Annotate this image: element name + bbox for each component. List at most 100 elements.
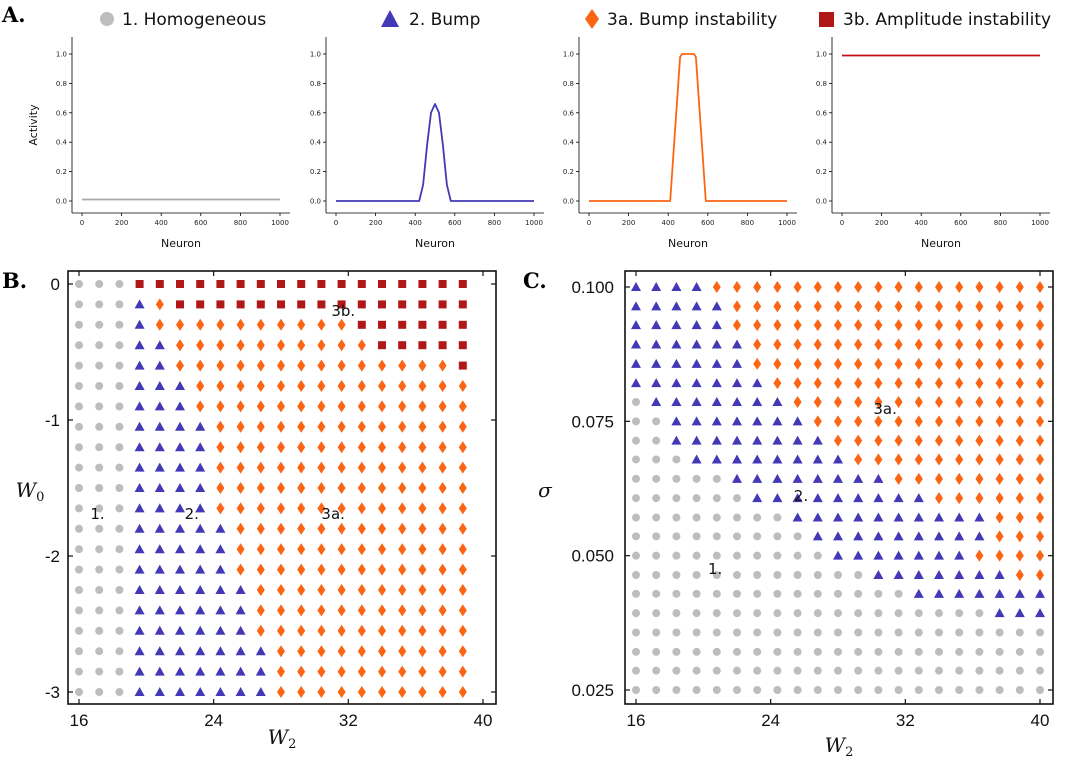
- marker-bump-instability: [955, 300, 964, 313]
- marker-homogeneous: [95, 300, 104, 309]
- marker-bump-instability: [995, 434, 1004, 447]
- marker-homogeneous: [115, 361, 124, 370]
- marker-bump-instability: [236, 461, 245, 474]
- marker-bump-instability: [854, 377, 863, 390]
- marker-homogeneous: [95, 320, 104, 329]
- marker-bump-instability: [753, 319, 762, 332]
- marker-bump: [134, 564, 145, 574]
- marker-bump: [631, 282, 641, 291]
- marker-homogeneous: [75, 320, 83, 329]
- marker-bump-instability: [995, 319, 1004, 332]
- marker-bump: [732, 454, 742, 464]
- marker-homogeneous: [632, 551, 640, 560]
- y-tick-label: 0.6: [563, 109, 575, 117]
- marker-bump: [833, 473, 843, 483]
- marker-bump-instability: [995, 377, 1004, 390]
- marker-bump: [772, 416, 783, 426]
- marker-amplitude-instability: [155, 280, 164, 288]
- marker-bump-instability: [975, 492, 984, 505]
- marker-bump-instability: [753, 281, 762, 293]
- marker-bump-instability: [378, 645, 386, 658]
- marker-homogeneous: [95, 443, 104, 452]
- marker-homogeneous: [75, 341, 83, 350]
- marker-bump: [215, 666, 226, 676]
- x-tick-label: 16: [70, 711, 89, 730]
- marker-bump-instability: [378, 624, 386, 637]
- marker-amplitude-instability: [337, 280, 346, 288]
- marker-bump-instability: [438, 543, 447, 556]
- marker-bump-instability: [357, 522, 366, 535]
- marker-homogeneous: [894, 609, 903, 618]
- x-tick-label: 800: [994, 219, 1007, 227]
- marker-amplitude-instability: [438, 320, 447, 329]
- marker-bump-instability: [236, 441, 245, 454]
- marker-bump: [215, 564, 226, 574]
- marker-bump-instability: [337, 359, 346, 372]
- marker-homogeneous: [632, 532, 640, 541]
- marker-bump-instability: [398, 380, 407, 392]
- marker-bump-instability: [955, 492, 964, 505]
- marker-homogeneous: [692, 628, 701, 637]
- marker-bump-instability: [337, 441, 346, 454]
- marker-homogeneous: [733, 666, 741, 675]
- x-tick-label: 1000: [1031, 219, 1049, 227]
- marker-bump-instability: [337, 522, 346, 535]
- marker-bump-instability: [277, 604, 285, 617]
- x-tick-label: 24: [204, 711, 223, 730]
- marker-homogeneous: [1036, 666, 1044, 675]
- y-tick-label: 0.2: [56, 168, 67, 176]
- marker-bump: [954, 512, 965, 522]
- marker-bump-instability: [458, 665, 467, 678]
- marker-homogeneous: [692, 532, 701, 541]
- marker-bump: [732, 339, 742, 349]
- marker-bump: [154, 646, 165, 656]
- marker-bump: [175, 503, 185, 513]
- y-tick-label: -1: [45, 411, 60, 430]
- marker-bump-instability: [955, 434, 964, 447]
- marker-bump: [175, 687, 185, 696]
- marker-amplitude-instability: [398, 320, 407, 329]
- marker-bump: [934, 588, 944, 598]
- marker-homogeneous: [75, 484, 83, 492]
- marker-bump-instability: [975, 377, 984, 390]
- marker-bump-instability: [236, 380, 245, 392]
- marker-bump: [651, 378, 662, 388]
- marker-bump-instability: [955, 395, 964, 408]
- marker-homogeneous: [854, 628, 863, 637]
- marker-homogeneous: [854, 571, 863, 580]
- marker-bump-instability: [438, 686, 447, 698]
- marker-homogeneous: [712, 571, 721, 580]
- y-tick-label: 0.4: [310, 139, 322, 147]
- x-tick-label: 0: [334, 219, 338, 227]
- marker-bump-instability: [995, 511, 1004, 524]
- x-tick-label: 0: [587, 219, 591, 227]
- marker-amplitude-instability: [418, 300, 427, 309]
- marker-bump-instability: [813, 415, 822, 428]
- marker-homogeneous: [115, 504, 124, 513]
- marker-bump-instability: [398, 624, 407, 637]
- marker-bump-instability: [1015, 472, 1024, 485]
- marker-bump: [195, 646, 206, 656]
- marker-bump-instability: [438, 645, 447, 658]
- marker-bump: [215, 625, 226, 635]
- marker-amplitude-instability: [378, 300, 386, 309]
- marker-bump-instability: [277, 584, 285, 596]
- marker-bump-instability: [894, 415, 903, 428]
- marker-homogeneous: [115, 545, 124, 554]
- x-axis-label: W2: [268, 725, 297, 752]
- marker-bump: [154, 483, 165, 492]
- marker-amplitude-instability: [176, 280, 184, 288]
- marker-bump-instability: [196, 380, 205, 392]
- legend-label-amplitude-instability: 3b. Amplitude instability: [843, 10, 1051, 30]
- marker-bump-instability: [196, 400, 205, 413]
- marker-bump-instability: [216, 380, 225, 392]
- marker-amplitude-instability: [196, 300, 205, 309]
- y-tick-label: 0.8: [816, 80, 827, 88]
- marker-bump-instability: [277, 482, 285, 494]
- marker-bump: [873, 570, 884, 580]
- marker-bump-instability: [297, 645, 306, 658]
- marker-bump: [175, 401, 185, 411]
- panel-label-a: A.: [1, 2, 26, 27]
- marker-bump-instability: [317, 604, 326, 617]
- marker-bump-instability: [458, 400, 467, 413]
